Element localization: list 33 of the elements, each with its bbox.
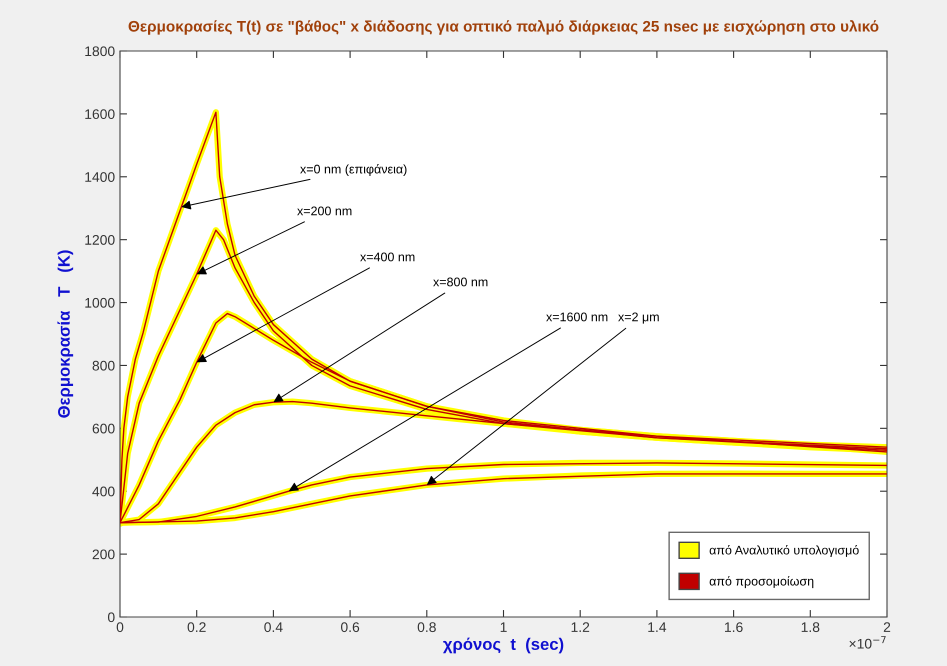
x-axis-title: χρόνος t (sec) bbox=[443, 638, 564, 654]
x-tick-label: 0.8 bbox=[418, 622, 436, 632]
x-tick-label: 1 bbox=[500, 622, 507, 632]
x-tick-label: 1.4 bbox=[648, 622, 666, 632]
annotation: x=200 nm bbox=[297, 206, 352, 216]
x-tick-label: 0 bbox=[116, 622, 124, 632]
x-tick-label: 0.2 bbox=[188, 622, 206, 632]
annotation: x=800 nm bbox=[433, 278, 488, 286]
x-tick-label: 1.8 bbox=[802, 622, 820, 632]
y-tick-label: 1000 bbox=[85, 298, 115, 308]
legend-label: από Αναλυτικό υπολογισμό bbox=[710, 545, 859, 558]
text: ×10$^{−7}$ bbox=[849, 636, 886, 649]
legend-label: από προσομοίωση bbox=[710, 576, 814, 588]
chart-title: Θερμοκρασίες T(t) σε "βάθος" x διάδοσης για οπτικό παλμό διάρκειας 25 nsec με εισχώρηση στο υλικό bbox=[128, 20, 878, 35]
x-tick-label: 0.4 bbox=[264, 622, 283, 632]
annotation: x=0 nm (επιφάνεια) bbox=[300, 164, 406, 176]
y-tick-label: 1800 bbox=[85, 46, 115, 56]
y-tick-label: 800 bbox=[92, 360, 115, 371]
y-tick-label: 400 bbox=[92, 486, 115, 496]
x-tick-label: 2 bbox=[884, 622, 890, 632]
x-tick-label: 1.2 bbox=[572, 622, 590, 632]
y-tick-label: 600 bbox=[92, 424, 115, 434]
x-tick-label: 1.6 bbox=[725, 622, 743, 632]
annotation: x=400 nm bbox=[360, 252, 414, 262]
y-tick-label: 200 bbox=[92, 549, 115, 560]
y-tick-label: 0 bbox=[108, 612, 115, 622]
annotation: x=2 μm bbox=[618, 312, 659, 324]
x-tick-label: 0.6 bbox=[340, 622, 360, 632]
annotation: x=1600 nm bbox=[546, 312, 608, 322]
y-tick-label: 1600 bbox=[85, 109, 115, 120]
y-axis-title: Θερμοκρασία T (K) bbox=[57, 250, 74, 418]
y-tick-label: 1400 bbox=[85, 172, 115, 182]
y-tick-label: 1200 bbox=[85, 235, 115, 245]
